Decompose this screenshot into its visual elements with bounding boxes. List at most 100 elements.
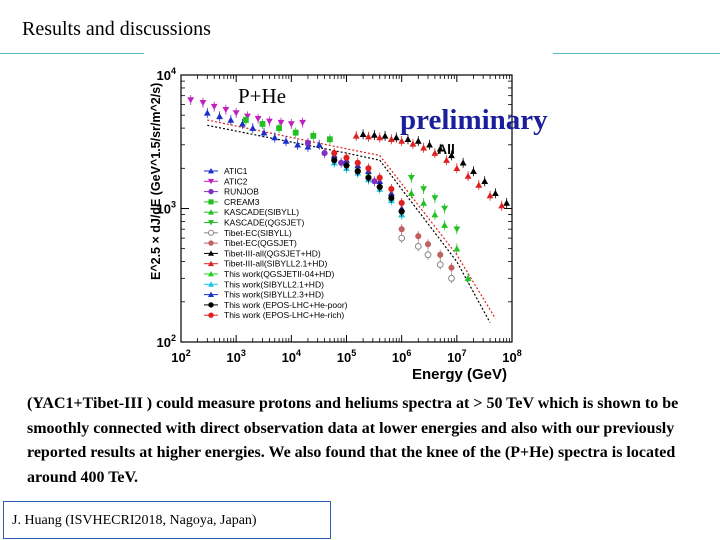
point-tibet-ec-qgsjet: [424, 241, 432, 248]
point-tibet-iii-all-qgsjet-hd: [381, 132, 389, 139]
point-atic2: [277, 119, 285, 126]
point-atic1: [249, 124, 257, 131]
point-kascade-sibyll: [431, 211, 439, 218]
legend-label-this-work-sibyll2-3-hd: This work(SIBYLL2.3+HD): [224, 290, 324, 300]
point-kascade-sibyll: [453, 245, 461, 252]
legend-label-tibet-ec-sibyll: Tibet-EC(SIBYLL): [224, 228, 292, 238]
point-atic2: [287, 121, 295, 128]
point-tibet-iii-all-qgsjet-hd: [436, 145, 444, 152]
legend-label-cream3: CREAM3: [224, 197, 260, 207]
point-atic1: [294, 141, 302, 148]
point-atic1: [203, 109, 211, 116]
point-tibet-iii-all-qgsjet-hd: [414, 137, 422, 144]
point-cream3: [259, 121, 266, 127]
point-kascade-sibyll: [407, 189, 415, 197]
point-tibet-iii-all-sibyll2-1-hd: [486, 192, 494, 199]
point-cream3: [310, 132, 317, 139]
legend-label-tibet-iii-all-qgsjet-hd: Tibet-III-all(QGSJET+HD): [224, 248, 321, 258]
point-tibet-ec-sibyll: [414, 243, 422, 250]
y-tick-label: 102: [157, 333, 176, 350]
point-tibet-iii-all-sibyll2-1-hd: [453, 164, 461, 172]
point-atic2: [232, 110, 240, 117]
x-tick-label: 107: [447, 348, 466, 365]
point-tibet-ec-sibyll: [448, 274, 455, 282]
point-tibet-iii-all-sibyll2-1-hd: [475, 181, 483, 188]
point-tibet-iii-all-sibyll2-1-hd: [464, 172, 472, 179]
point-runjob: [338, 159, 345, 166]
legend-label-atic1: ATIC1: [224, 166, 248, 176]
point-atic2: [299, 119, 306, 126]
y-axis-label: E^2.5 × dJ/dE (GeV^1.5/sr/m^2/s): [149, 83, 163, 280]
legend-marker-runjob: [208, 188, 214, 195]
legend-marker-tibet-ec-qgsjet: [208, 240, 214, 246]
point-this-work-epos-lhc-he-poor: [331, 157, 338, 164]
legend-label-this-work-sibyll2-1-hd: This work(SIBYLL2.1+HD): [224, 279, 324, 289]
legend: ATIC1ATIC2RUNJOBCREAM3KASCADE(SIBYLL)KAS…: [204, 166, 348, 320]
point-tibet-iii-all-qgsjet-hd: [448, 151, 455, 159]
point-tibet-ec-sibyll: [398, 234, 406, 242]
y-tick-label: 104: [157, 66, 176, 83]
point-kascade-qgsjet: [431, 195, 439, 202]
legend-marker-this-work-sibyll2-1-hd: [208, 281, 214, 287]
point-atic2: [222, 106, 230, 114]
legend-label-this-work-epos-lhc-he-poor: This work (EPOS-LHC+He-poor): [224, 300, 348, 310]
title-rule-right: [553, 53, 720, 54]
point-tibet-iii-all-sibyll2-1-hd: [498, 202, 506, 209]
point-atic1: [315, 141, 323, 148]
x-tick-label: 105: [337, 348, 356, 365]
legend-marker-atic1: [208, 168, 214, 174]
legend-label-tibet-ec-qgsjet: Tibet-EC(QGSJET): [224, 238, 297, 248]
legend-marker-this-work-sibyll2-3-hd: [208, 291, 214, 297]
legend-label-tibet-iii-all-sibyll2-1-hd: Tibet-III-all(SIBYLL2.1+HD): [224, 259, 328, 269]
legend-marker-kascade-sibyll: [208, 209, 214, 215]
point-this-work-epos-lhc-he-rich: [365, 165, 372, 172]
legend-marker-this-work-epos-lhc-he-rich: [208, 312, 214, 318]
point-tibet-iii-all-sibyll2-1-hd: [443, 156, 450, 163]
legend-label-this-work-epos-lhc-he-rich: This work (EPOS-LHC+He-rich): [224, 310, 344, 320]
point-tibet-iii-all-sibyll2-1-hd: [387, 135, 395, 142]
x-tick-label: 103: [226, 348, 245, 365]
point-tibet-iii-all-qgsjet-hd: [470, 167, 477, 175]
point-tibet-iii-all-sibyll2-1-hd: [398, 137, 406, 144]
point-atic1: [260, 129, 268, 136]
point-this-work-epos-lhc-he-poor: [354, 168, 361, 175]
slide-title: Results and discussions: [22, 18, 211, 40]
point-atic2: [187, 97, 195, 104]
point-this-work-epos-lhc-he-poor: [365, 174, 372, 181]
point-tibet-iii-all-qgsjet-hd: [503, 199, 511, 206]
point-tibet-iii-all-qgsjet-hd: [392, 134, 400, 141]
point-atic2: [254, 116, 262, 123]
x-tick-label: 104: [282, 348, 301, 365]
overlay-p-he: P+He: [238, 84, 287, 108]
point-kascade-sibyll: [464, 274, 472, 282]
point-tibet-iii-all-sibyll2-1-hd: [420, 144, 428, 151]
point-this-work-epos-lhc-he-rich: [343, 154, 350, 161]
legend-label-this-work-qgsjetii-04-hd: This work(QGSJETII-04+HD): [224, 269, 334, 279]
legend-marker-tibet-ec-sibyll: [207, 229, 215, 236]
point-tibet-iii-all-sibyll2-1-hd: [365, 133, 372, 140]
point-kascade-sibyll: [441, 221, 448, 228]
point-tibet-ec-qgsjet: [398, 226, 405, 233]
legend-marker-kascade-qgsjet: [208, 220, 214, 226]
point-atic1: [239, 120, 246, 127]
point-kascade-qgsjet: [420, 186, 428, 193]
legend-marker-this-work-epos-lhc-he-poor: [208, 302, 214, 308]
title-rule-left: [0, 53, 144, 54]
legend-marker-atic2: [208, 178, 214, 185]
point-atic1: [216, 112, 223, 120]
point-tibet-iii-all-sibyll2-1-hd: [409, 140, 417, 147]
point-runjob: [321, 150, 328, 157]
legend-marker-cream3: [208, 199, 214, 205]
legend-marker-tibet-iii-all-qgsjet-hd: [208, 250, 214, 256]
point-tibet-ec-qgsjet: [448, 264, 455, 271]
point-cream3: [292, 129, 299, 136]
legend-marker-tibet-iii-all-sibyll2-1-hd: [208, 260, 214, 267]
point-kascade-qgsjet: [453, 226, 461, 233]
point-atic1: [282, 137, 290, 144]
point-tibet-ec-sibyll: [436, 261, 444, 268]
x-tick-label: 102: [171, 348, 190, 365]
point-kascade-qgsjet: [441, 205, 448, 212]
point-this-work-epos-lhc-he-rich: [388, 185, 395, 193]
point-tibet-ec-qgsjet: [415, 233, 422, 240]
data-points: [187, 94, 511, 284]
